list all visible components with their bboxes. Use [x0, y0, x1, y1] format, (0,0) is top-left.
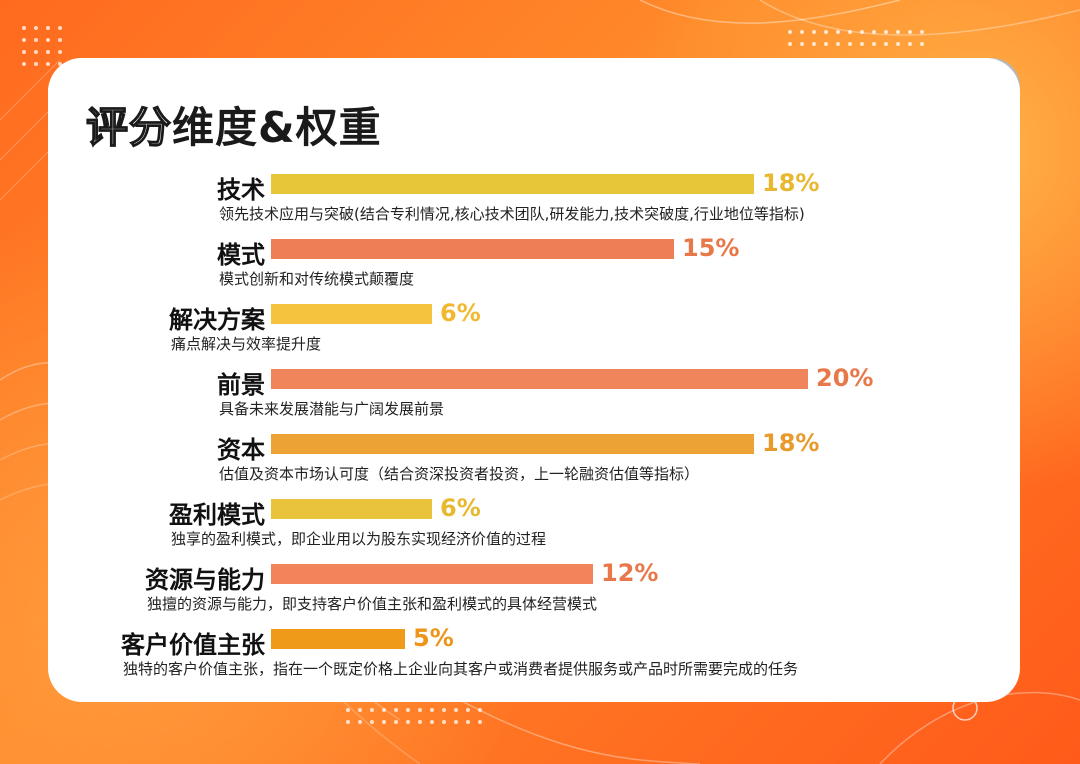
- category-label: 客户价值主张: [121, 631, 265, 659]
- bar: [271, 434, 754, 454]
- category-description: 独享的盈利模式，即企业用以为股东实现经济价值的过程: [171, 530, 547, 548]
- bar: [271, 499, 432, 519]
- category-label: 解决方案: [169, 306, 265, 334]
- category-label: 技术: [217, 176, 265, 204]
- bar: [271, 239, 674, 259]
- value-label: 18%: [762, 169, 820, 197]
- value-label: 6%: [440, 494, 481, 522]
- category-description: 独特的客户价值主张，指在一个既定价格上企业向其客户或消费者提供服务或产品时所需要…: [123, 660, 799, 678]
- title-outline-part: 评分: [85, 102, 173, 153]
- category-description: 独擅的资源与能力，即支持客户价值主张和盈利模式的具体经营模式: [147, 595, 598, 613]
- bar: [271, 369, 808, 389]
- value-label: 12%: [601, 559, 659, 587]
- category-description: 模式创新和对传统模式颠覆度: [219, 270, 415, 288]
- page-title: 评分维度&权重: [85, 94, 382, 155]
- title-tab: [48, 58, 473, 148]
- category-label: 盈利模式: [169, 501, 265, 529]
- bar: [271, 304, 432, 324]
- category-description: 领先技术应用与突破(结合专利情况,核心技术团队,研发能力,技术突破度,行业地位等…: [219, 205, 805, 223]
- category-description: 痛点解决与效率提升度: [171, 335, 322, 353]
- value-label: 20%: [816, 364, 874, 392]
- dots-bottom: [346, 708, 482, 724]
- value-label: 18%: [762, 429, 820, 457]
- category-label: 资源与能力: [145, 566, 265, 594]
- value-label: 6%: [440, 299, 481, 327]
- category-label: 资本: [217, 436, 265, 464]
- bar: [271, 174, 754, 194]
- value-label: 15%: [682, 234, 740, 262]
- corner-dot: [993, 70, 1003, 80]
- value-label: 5%: [413, 624, 454, 652]
- dots-top-right: [788, 30, 924, 46]
- category-description: 估值及资本市场认可度（结合资深投资者投资，上一轮融资估值等指标）: [219, 465, 700, 483]
- category-label: 前景: [217, 371, 265, 399]
- category-label: 模式: [217, 241, 265, 269]
- title-solid-part: 维度&权重: [172, 103, 382, 152]
- awards-subtitle: Best Start-up Awards: [522, 74, 947, 99]
- dots-top-left: [22, 26, 62, 66]
- category-description: 具备未来发展潜能与广阔发展前景: [219, 400, 445, 418]
- bar: [271, 629, 405, 649]
- bar: [271, 564, 593, 584]
